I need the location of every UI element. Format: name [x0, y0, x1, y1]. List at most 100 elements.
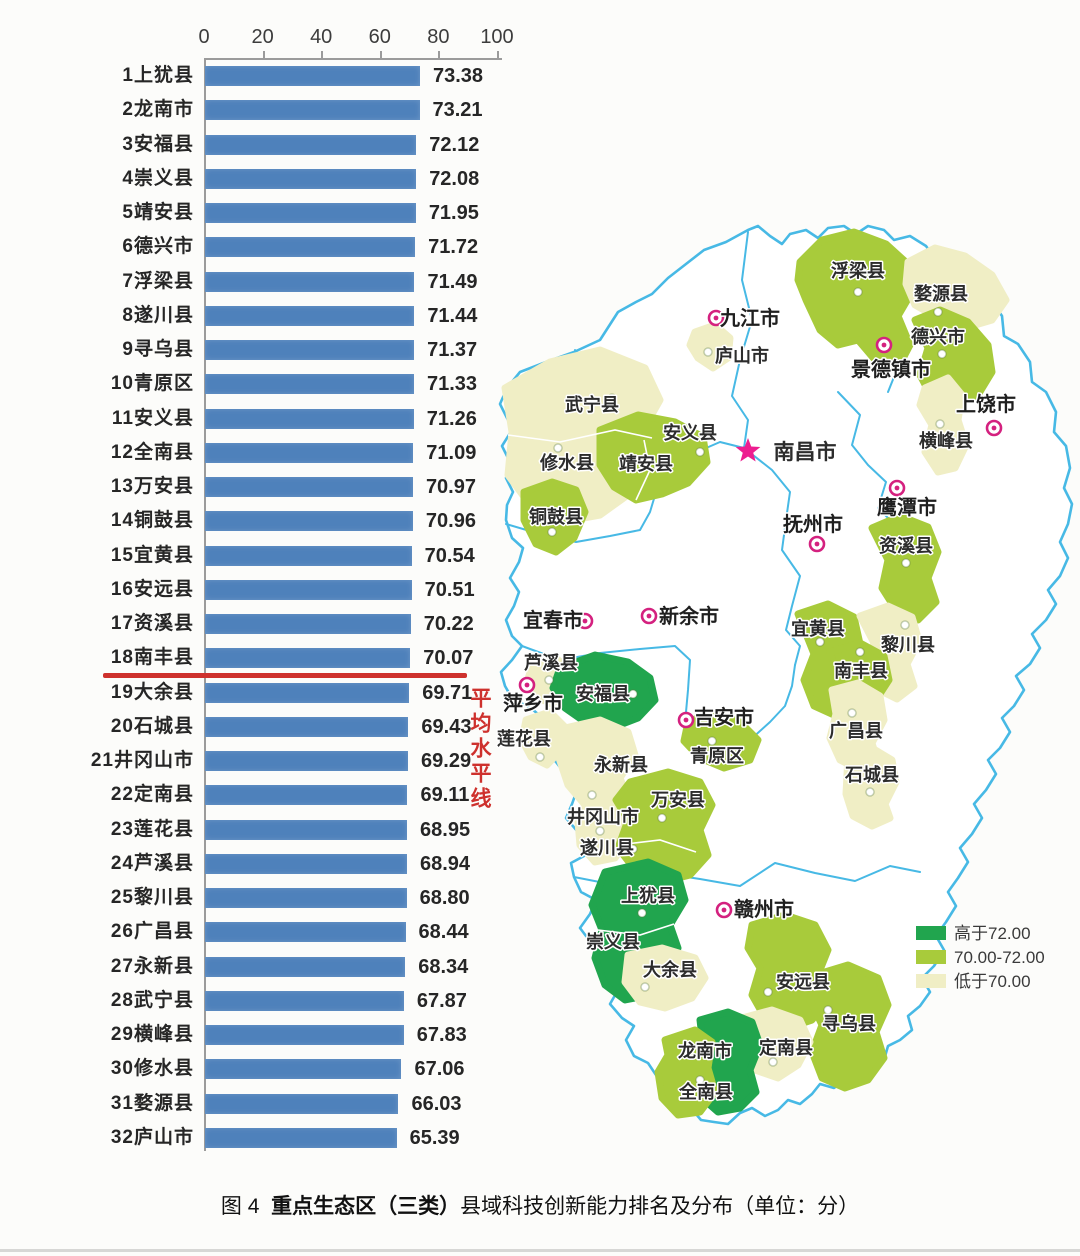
bar-category-label: 17资溪县 [110, 613, 194, 634]
bar-value-label: 72.12 [429, 133, 480, 156]
bar-row: 4崇义县 72.08 [0, 167, 1080, 190]
county-seat-dot [901, 558, 911, 568]
county-seat-dot [768, 1057, 778, 1067]
county-seat-dot [763, 987, 773, 997]
county-region [680, 708, 762, 772]
bar-row: 27永新县 68.34 [0, 956, 1080, 977]
bar-category-label: 9寻乌县 [122, 339, 194, 360]
bar [205, 1093, 399, 1114]
bar-row: 14铜鼓县 70.96 [0, 510, 1080, 533]
bar-row: 6德兴市 71.72 [0, 237, 1080, 258]
map-county-label: 万安县 [650, 789, 705, 810]
bar [205, 203, 416, 223]
county-region [806, 961, 892, 1092]
map-county-label: 永新县 [593, 754, 648, 775]
legend-swatch [916, 974, 946, 988]
bar [205, 1059, 402, 1080]
bar-category-label: 14铜鼓县 [110, 510, 194, 532]
county-seat-dot [717, 1045, 727, 1055]
county-seat-dot [640, 982, 650, 992]
bar [205, 716, 409, 737]
bar [205, 579, 412, 600]
county-seat-dot [628, 940, 638, 950]
map-county-label: 定南县 [759, 1037, 813, 1058]
bar-category-label: 21井冈山市 [90, 750, 194, 771]
bar-value-label: 67.87 [416, 989, 467, 1012]
bar-value-label: 68.94 [419, 852, 471, 875]
bar-value-label: 68.80 [419, 887, 470, 909]
county-seat-dot [628, 689, 638, 699]
map-city-label: 抚州市 [783, 512, 843, 536]
county-seat-dot [933, 307, 943, 317]
map-county-label: 修水县 [539, 452, 594, 473]
bar-category-label: 16安远县 [110, 578, 194, 600]
bar [205, 545, 412, 566]
bar-category-label: 22定南县 [110, 784, 194, 806]
county-seat-dot [587, 790, 597, 800]
county-seat-dot [657, 813, 667, 823]
map-county-label: 靖安县 [619, 453, 673, 474]
map-city-label: 宜春市 [523, 608, 583, 632]
county-region [868, 512, 942, 624]
prefecture-boundary [731, 231, 753, 449]
map-county-label: 石城县 [844, 764, 899, 785]
bar-category-label: 11安义县 [111, 407, 194, 429]
county-region [596, 411, 711, 504]
map-county-label: 大余县 [643, 959, 697, 980]
y-axis-line [204, 59, 206, 1151]
bar [205, 237, 416, 258]
bar [205, 751, 409, 771]
bar-value-label: 73.21 [432, 99, 483, 122]
prefecture-boundary [743, 447, 801, 666]
map-county-label: 安福县 [576, 683, 630, 704]
average-line [103, 673, 467, 679]
county-seat-dot [865, 787, 875, 797]
map-county-label: 浮梁县 [831, 260, 885, 281]
bar-category-label: 12全南县 [110, 441, 194, 463]
county-seat-dot [595, 826, 605, 836]
map-county-label: 铜鼓县 [529, 506, 583, 527]
bar-value-label: 71.33 [426, 373, 478, 396]
capital-star-icon [735, 438, 761, 462]
county-region [686, 321, 734, 372]
map-county-label: 安义县 [663, 422, 717, 443]
bar-category-label: 25黎川县 [110, 887, 194, 908]
bar-row: 29横峰县 67.83 [0, 1025, 1080, 1045]
x-axis-tick-label: 100 [480, 26, 514, 48]
county-seat-dot [823, 1005, 833, 1015]
figure-caption: 图 4 重点生态区（三类）县域科技创新能力排名及分布（单位：分） [0, 1190, 1080, 1220]
map-county-label: 全南县 [678, 1081, 733, 1102]
bar [205, 511, 413, 532]
bar-value-label: 68.44 [418, 921, 469, 944]
county-divider [507, 429, 653, 443]
x-axis-tick [321, 51, 324, 59]
county-seat-dot [900, 620, 910, 630]
city-marker-icon [524, 682, 530, 688]
map-city-label: 九江市 [719, 306, 780, 330]
bar-value-label: 68.95 [420, 818, 471, 841]
bar-value-label: 65.39 [409, 1126, 460, 1149]
bar [205, 442, 414, 463]
legend-swatch [916, 926, 946, 940]
county-seat-dot [855, 647, 865, 657]
bar-value-label: 67.06 [414, 1058, 465, 1081]
bar [205, 922, 406, 943]
bar-row: 15宜黄县 70.54 [0, 545, 1080, 566]
map-county-label: 资溪县 [879, 535, 933, 556]
bar-category-label: 20石城县 [110, 715, 194, 737]
county-seat-dot [707, 736, 717, 746]
bar-row: 1上犹县 73.38 [0, 66, 1080, 86]
bar-row: 28武宁县 67.87 [0, 989, 1080, 1012]
city-marker-icon [683, 717, 689, 723]
map-county-label: 芦溪县 [524, 652, 578, 673]
bar-value-label: 72.08 [429, 167, 480, 190]
bar-value-label: 70.96 [425, 510, 476, 533]
bar-category-label: 13万安县 [110, 476, 194, 497]
map-county-label: 宜黄县 [791, 618, 845, 639]
bar-row: 16安远县 70.51 [0, 578, 1080, 600]
bar [205, 305, 415, 326]
county-seat-dot [628, 844, 638, 854]
bar-category-label: 7浮梁县 [122, 270, 194, 292]
